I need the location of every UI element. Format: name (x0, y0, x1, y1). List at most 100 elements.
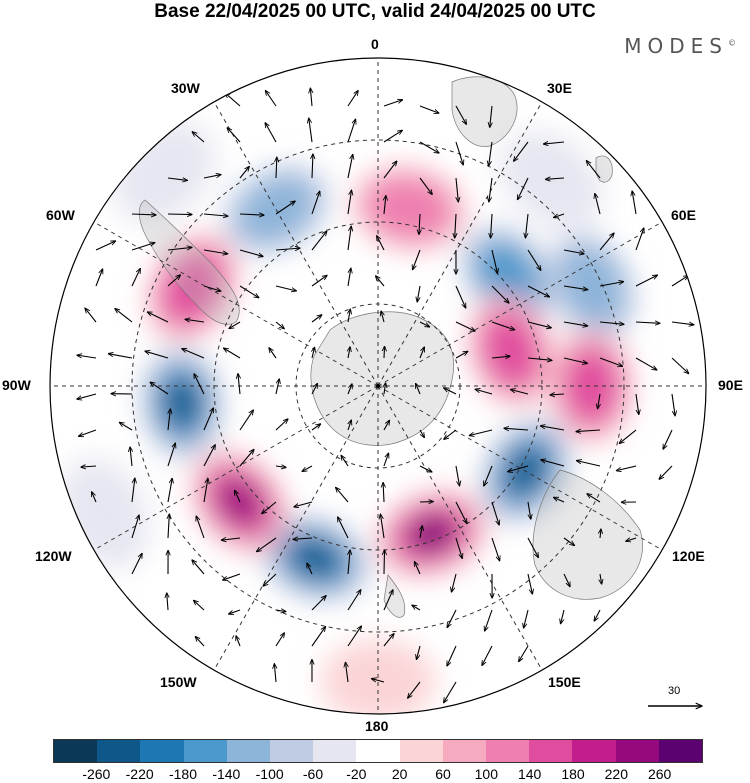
wind-vector (456, 177, 458, 202)
wind-vector (348, 309, 350, 323)
south-pole-marker (376, 384, 380, 388)
wind-vector (491, 356, 510, 358)
wind-vector (489, 177, 493, 202)
wind-vector (455, 213, 456, 238)
wind-vector (194, 374, 205, 395)
wind-vector (130, 447, 132, 467)
colorbar (53, 739, 703, 763)
wind-vector (195, 637, 205, 647)
wind-vector (194, 600, 205, 611)
wind-vector (341, 455, 349, 467)
anomaly-cell-6 (564, 349, 618, 423)
wind-vector (384, 550, 385, 575)
reference-vector-label: 30 (668, 685, 681, 697)
wind-vector (635, 357, 657, 370)
wind-vector (95, 269, 103, 287)
wind-vector (257, 537, 277, 552)
wind-vector (419, 177, 432, 194)
wind-vector (347, 119, 356, 143)
wind-vector (383, 130, 402, 143)
wind-vector (419, 465, 432, 472)
wind-vector (224, 348, 241, 359)
anomaly-cell-5 (483, 313, 539, 387)
wind-vector (419, 321, 430, 327)
wind-vector (490, 105, 492, 127)
wind-vector (563, 285, 588, 290)
colorbar-tick-label: 180 (561, 766, 585, 782)
wind-vector (504, 428, 529, 430)
colorbar-tick-label: -140 (212, 766, 241, 782)
wind-vector (311, 627, 325, 647)
wind-vector (577, 461, 601, 467)
meridian-line-150 (377, 385, 543, 671)
wind-vector (485, 609, 493, 631)
map-title: Base 22/04/2025 00 UTC, valid 24/04/2025… (154, 1, 596, 22)
wind-vector (659, 465, 673, 479)
wind-vector (414, 562, 421, 575)
wind-vector (203, 285, 221, 291)
wind-vector (455, 105, 466, 124)
wind-vector (595, 194, 601, 215)
wind-vector (150, 382, 169, 395)
meridian-label-60e: 60E (671, 207, 696, 223)
wind-vector (525, 213, 529, 238)
meridian-line-30 (377, 101, 543, 387)
wind-vector (131, 515, 139, 539)
wind-vector (167, 443, 175, 467)
wind-vector (192, 132, 205, 143)
wind-vector (239, 285, 259, 298)
wind-vector (635, 228, 644, 251)
anomaly-cell-3 (477, 243, 540, 310)
anomaly-cell-9 (292, 541, 338, 577)
colorbar-swatch (183, 740, 227, 762)
wind-vector (514, 141, 529, 161)
wind-vector (275, 248, 300, 250)
wind-vector (229, 609, 241, 614)
wind-vector (262, 501, 277, 514)
anomaly-cell-15 (320, 639, 436, 714)
wind-vector (227, 128, 241, 143)
wind-vector (671, 393, 675, 416)
wind-vector (311, 596, 326, 611)
wind-vector (263, 573, 277, 586)
wind-vector (635, 393, 639, 414)
wind-vector (518, 177, 529, 200)
wind-vector (229, 321, 241, 329)
wind-vector (554, 213, 565, 218)
wind-vector (203, 478, 208, 503)
wind-vector (491, 249, 497, 273)
wind-vector (419, 105, 439, 113)
wind-vector (167, 247, 192, 251)
wind-vector (77, 393, 97, 399)
wind-vector (540, 426, 565, 431)
wind-vector (275, 379, 279, 395)
colorbar-tick-label: -100 (255, 766, 284, 782)
wind-vector (167, 214, 192, 215)
wind-vector (312, 347, 315, 359)
wind-vector (482, 645, 493, 665)
wind-vector (377, 236, 385, 251)
wind-vector (307, 563, 313, 575)
colorbar-swatch (486, 740, 530, 762)
wind-vector (275, 419, 288, 431)
colorbar-tick-label: 100 (474, 766, 499, 782)
wind-vector (384, 383, 386, 395)
wind-vector (484, 465, 493, 486)
wind-vector (543, 142, 565, 144)
wind-vector (348, 550, 350, 575)
wind-vector (599, 357, 623, 366)
wind-vector (309, 118, 313, 143)
wind-vector (413, 249, 421, 270)
colorbar-tick-label: -260 (82, 766, 111, 782)
wind-vector (275, 201, 295, 215)
wind-vector (347, 154, 353, 179)
wind-vector (131, 243, 155, 251)
wind-vector (168, 514, 169, 539)
meridian-line-60 (377, 221, 663, 387)
colorbar-swatch (529, 740, 573, 762)
colorbar-tick-label: 60 (435, 766, 451, 782)
wind-vector (469, 429, 493, 436)
wind-vector (561, 609, 565, 624)
wind-vector (310, 88, 312, 107)
wind-vector (527, 537, 538, 557)
